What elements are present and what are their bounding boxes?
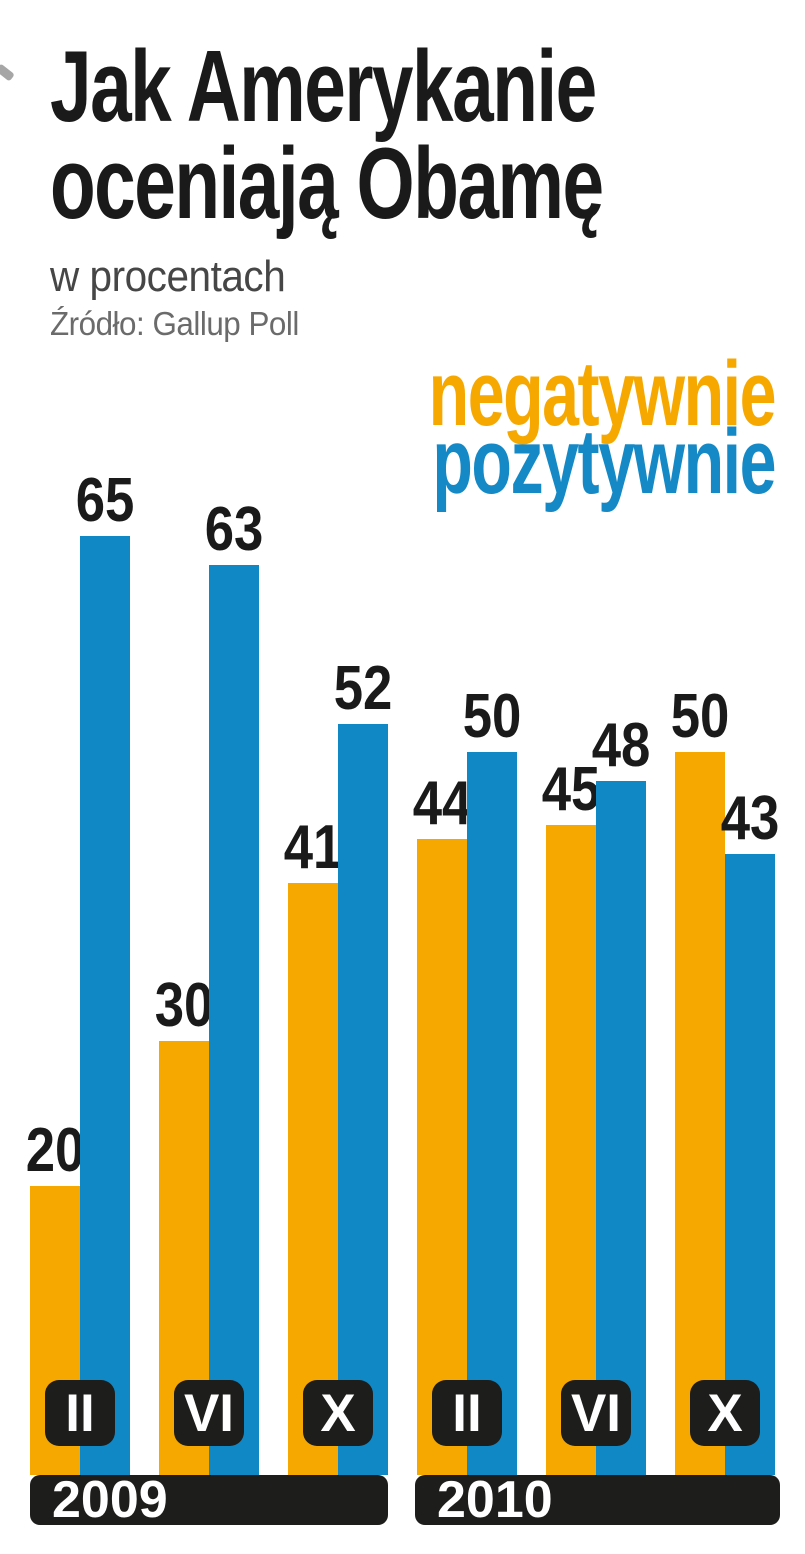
bar-negative-X-2010: [675, 752, 725, 1475]
chart-unit-note: w procentach: [50, 252, 286, 301]
value-label-positive-VI-2010: 48: [591, 711, 651, 780]
value-label-positive-II-2009: 65: [75, 466, 135, 535]
value-label-negative-II-2009: 20: [25, 1116, 85, 1185]
bar-positive-II-2009: [80, 536, 130, 1475]
bar-negative-VI-2010: [546, 825, 596, 1475]
value-label-negative-II-2010: 44: [412, 769, 472, 838]
value-label-positive-II-2010: 50: [462, 682, 522, 751]
page-title-line-1: Jak Amerykanie: [50, 31, 597, 143]
month-axis-label-II-2010: II: [432, 1380, 502, 1446]
legend-item-positive: pozytywnie: [432, 411, 776, 513]
value-label-positive-X-2009: 52: [333, 654, 393, 723]
value-label-negative-VI-2009: 30: [154, 971, 214, 1040]
bar-positive-VI-2009: [209, 565, 259, 1475]
month-axis-label-II-2009: II: [45, 1380, 115, 1446]
bar-positive-X-2009: [338, 724, 388, 1475]
bar-positive-II-2010: [467, 752, 517, 1475]
chart-source: Źródło: Gallup Poll: [50, 305, 299, 342]
value-label-negative-VI-2010: 45: [541, 755, 601, 824]
legend-item-negative: negatywnie: [428, 343, 777, 445]
month-axis-label-VI-2010: VI: [561, 1380, 631, 1446]
month-axis-label-X-2009: X: [303, 1380, 373, 1446]
chart-legend: negatywnie pozytywnie: [294, 343, 777, 513]
value-label-negative-X-2010: 50: [670, 682, 730, 751]
month-axis-label-VI-2009: VI: [174, 1380, 244, 1446]
bar-positive-VI-2010: [596, 781, 646, 1475]
value-label-negative-X-2009: 41: [283, 813, 343, 882]
page-title-line-2: oceniają Obamę: [50, 128, 604, 240]
year-axis-label-2009: 2009: [30, 1471, 388, 1529]
month-axis-label-X-2010: X: [690, 1380, 760, 1446]
bar-negative-II-2010: [417, 839, 467, 1475]
value-label-positive-VI-2009: 63: [204, 495, 264, 564]
bar-positive-X-2010: [725, 854, 775, 1475]
year-axis-label-2010: 2010: [415, 1471, 780, 1529]
value-label-positive-X-2010: 43: [720, 784, 780, 853]
bar-negative-X-2009: [288, 883, 338, 1475]
